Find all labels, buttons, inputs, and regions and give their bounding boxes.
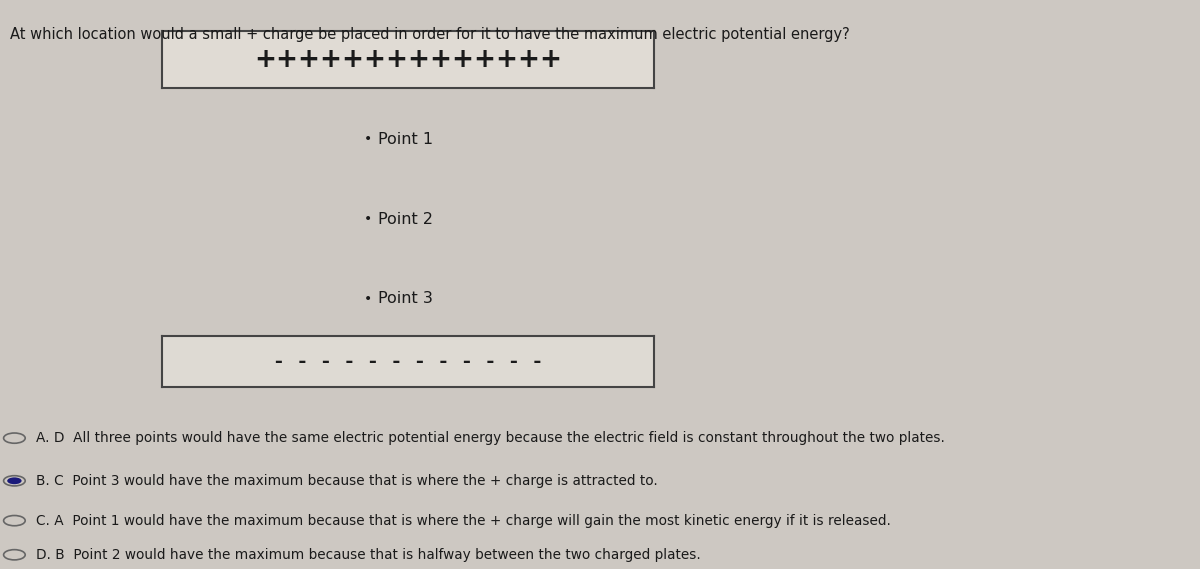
Text: ++++++++++++++: ++++++++++++++ xyxy=(254,47,562,73)
Text: A. D  All three points would have the same electric potential energy because the: A. D All three points would have the sam… xyxy=(36,431,944,445)
Text: At which location would a small + charge be placed in order for it to have the m: At which location would a small + charge… xyxy=(10,27,850,42)
Text: Point 2: Point 2 xyxy=(378,212,433,226)
Text: - - - - - - - - - - - -: - - - - - - - - - - - - xyxy=(272,352,544,371)
Text: Point 1: Point 1 xyxy=(378,132,433,147)
Text: •: • xyxy=(365,133,372,146)
Text: •: • xyxy=(365,212,372,226)
Text: D. B  Point 2 would have the maximum because that is halfway between the two cha: D. B Point 2 would have the maximum beca… xyxy=(36,548,701,562)
Text: Point 3: Point 3 xyxy=(378,291,433,306)
Text: •: • xyxy=(365,292,372,306)
Text: B. C  Point 3 would have the maximum because that is where the + charge is attra: B. C Point 3 would have the maximum beca… xyxy=(36,474,658,488)
Text: C. A  Point 1 would have the maximum because that is where the + charge will gai: C. A Point 1 would have the maximum beca… xyxy=(36,514,890,527)
